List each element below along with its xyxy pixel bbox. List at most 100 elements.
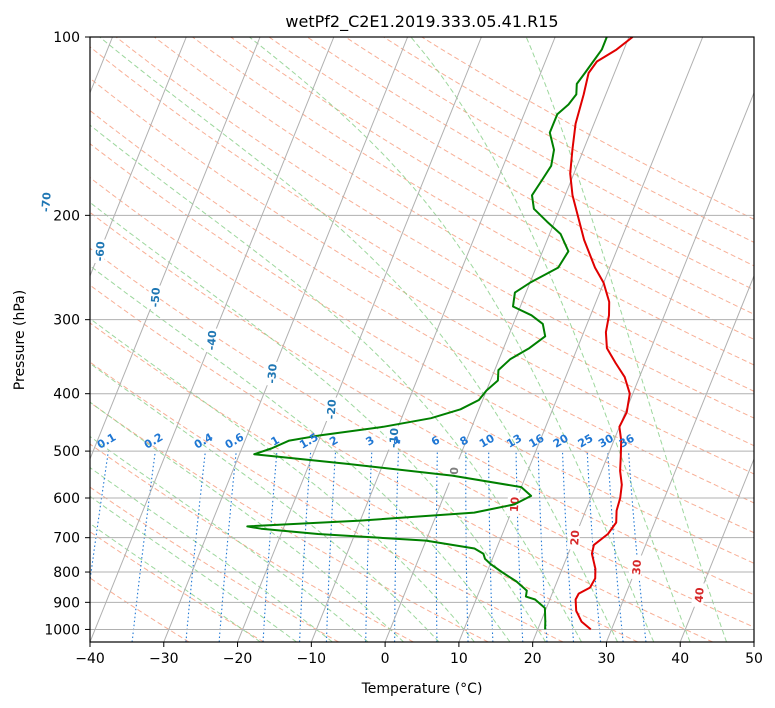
moist-adiabat-line <box>90 124 582 642</box>
x-tick-label: −20 <box>223 651 253 667</box>
moist-adiabat-line <box>90 317 475 642</box>
mixing-ratio-line <box>365 451 373 642</box>
isotherm-label: 30 <box>630 559 644 576</box>
mixing-ratio-label: 20 <box>551 431 571 450</box>
mixing-ratio-label: 6 <box>429 433 442 448</box>
x-tick-label: 40 <box>671 651 689 667</box>
moist-adiabat-line <box>90 435 369 642</box>
dry-adiabat-line <box>192 37 754 366</box>
temperature-profile-line <box>569 37 634 631</box>
moist-adiabat-line <box>99 37 618 642</box>
y-tick-label: 700 <box>53 531 80 547</box>
x-tick-label: −30 <box>149 651 179 667</box>
y-tick-label: 600 <box>53 491 80 507</box>
dry-adiabat-line <box>90 109 754 504</box>
y-tick-label: 900 <box>53 595 80 611</box>
isotherm-label-bg <box>92 238 106 264</box>
mixing-ratio-label: 0.2 <box>142 431 165 452</box>
x-axis-title: Temperature (°C) <box>361 681 483 697</box>
isotherm-line <box>163 37 409 642</box>
isotherm-label: -60 <box>93 241 107 262</box>
x-tick-label: 30 <box>598 651 616 667</box>
moist-adiabat-line <box>90 265 511 642</box>
dry-adiabat-line <box>345 37 754 267</box>
isotherm-line <box>90 37 187 278</box>
dry-adiabat-line <box>90 361 564 642</box>
plot-frame <box>89 36 755 643</box>
mixing-ratio-label: 0.1 <box>95 431 118 452</box>
dry-adiabat-line <box>90 577 190 642</box>
isotherm-line <box>532 91 754 642</box>
isotherm-label-bg <box>203 327 218 353</box>
dry-adiabat-line <box>90 401 489 642</box>
mixing-ratio-line <box>607 451 624 642</box>
isotherm-label: -20 <box>325 399 339 420</box>
isotherm-label: -30 <box>265 363 279 384</box>
mixing-ratio-label: 16 <box>527 431 547 450</box>
dry-adiabat-line <box>90 177 754 564</box>
mixing-ratio-line <box>185 451 206 642</box>
chart-title: wetPf2_C2E1.2019.333.05.41.R15 <box>285 12 558 32</box>
isotherm-line <box>679 457 754 642</box>
isotherm-label: -40 <box>205 330 219 351</box>
y-axis-title: Pressure (hPa) <box>12 290 28 390</box>
mixing-ratio-line <box>262 451 278 642</box>
y-tick-label: 800 <box>53 565 80 581</box>
isotherm-label-bg <box>691 582 705 608</box>
mixing-ratio-line <box>90 451 109 585</box>
isotherm-label-bg <box>147 284 162 310</box>
y-tick-label: 1000 <box>44 622 80 638</box>
dry-adiabat-line <box>90 531 265 642</box>
x-tick-label: 20 <box>524 651 542 667</box>
moist-adiabat-line <box>90 362 440 642</box>
isotherm-label: -70 <box>39 191 53 212</box>
dry-adiabat-line <box>90 247 754 628</box>
mixing-ratio-label: 13 <box>504 432 524 451</box>
isotherm-line <box>753 640 754 642</box>
dry-adiabat-line <box>90 77 754 475</box>
isotherm-label-bg <box>628 554 643 580</box>
moist-adiabat-line <box>410 37 691 642</box>
dry-adiabat-line <box>90 211 754 596</box>
isotherm-label: 0 <box>448 466 462 475</box>
isotherm-line <box>458 37 704 642</box>
moist-adiabat-line <box>90 201 547 642</box>
mixing-ratio-label: 3 <box>363 434 376 449</box>
dry-adiabat-line <box>268 37 754 315</box>
dry-adiabat-line <box>90 46 754 447</box>
isotherm-label-bg <box>323 396 338 422</box>
isotherm-label-bg <box>566 525 581 551</box>
isotherm-line <box>310 37 556 642</box>
x-tick-label: 50 <box>745 651 763 667</box>
mixing-ratio-line <box>131 451 156 642</box>
x-tick-label: 10 <box>450 651 468 667</box>
mixing-ratio-label: 0.6 <box>223 430 247 451</box>
isotherm-label-bg <box>264 361 278 386</box>
x-tick-label: 0 <box>381 651 390 667</box>
dry-adiabat-line <box>90 486 339 642</box>
mixing-ratio-line <box>586 451 602 642</box>
x-tick-label: −10 <box>297 651 327 667</box>
isotherm-line <box>237 37 482 642</box>
y-tick-label: 300 <box>53 313 80 329</box>
dry-adiabat-line <box>306 37 754 291</box>
dewpoint-profile-line <box>246 37 608 630</box>
moist-adiabat-line <box>249 37 655 642</box>
mixing-ratio-label: 1 <box>269 434 282 449</box>
mixing-ratio-line <box>435 451 438 642</box>
mixing-ratio-label: 0.4 <box>192 430 216 451</box>
isotherm-label-bg <box>38 189 52 215</box>
dry-adiabat-line <box>90 143 754 534</box>
dry-adiabat-line <box>153 37 754 392</box>
mixing-ratio-label: 30 <box>596 431 616 450</box>
mixing-ratio-line <box>218 451 237 642</box>
y-tick-label: 500 <box>53 444 80 460</box>
dry-adiabat-line <box>230 37 754 340</box>
x-tick-label: −40 <box>75 651 105 667</box>
y-tick-label: 200 <box>53 208 80 224</box>
moist-adiabat-line <box>90 522 261 642</box>
mixing-ratio-line <box>627 451 647 642</box>
moist-adiabat-line <box>525 37 727 642</box>
isotherm-line <box>605 274 754 642</box>
